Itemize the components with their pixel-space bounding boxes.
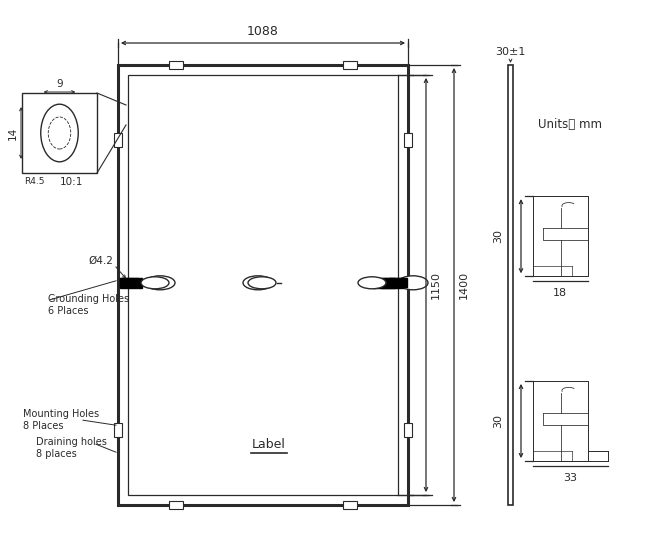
Text: Label: Label bbox=[252, 438, 286, 451]
Bar bbox=[22, 93, 97, 173]
Bar bbox=[169, 501, 183, 509]
Bar bbox=[169, 61, 183, 69]
Bar bbox=[114, 423, 122, 437]
Bar bbox=[381, 278, 403, 288]
Text: 30: 30 bbox=[493, 229, 503, 243]
Ellipse shape bbox=[358, 277, 386, 289]
Text: 9: 9 bbox=[56, 79, 63, 89]
Text: 30: 30 bbox=[493, 414, 503, 428]
Bar bbox=[404, 133, 412, 147]
Bar bbox=[120, 278, 142, 288]
Text: 1150: 1150 bbox=[431, 271, 441, 299]
Ellipse shape bbox=[398, 276, 428, 290]
Text: 18: 18 bbox=[553, 288, 567, 298]
Text: Draining holes
8 places: Draining holes 8 places bbox=[36, 437, 107, 459]
Text: 30±1: 30±1 bbox=[495, 47, 526, 57]
Bar bbox=[120, 278, 138, 288]
Text: R4.5: R4.5 bbox=[24, 177, 45, 186]
Text: 33: 33 bbox=[563, 473, 577, 483]
Bar bbox=[508, 65, 513, 505]
Bar bbox=[114, 133, 122, 147]
Bar bbox=[128, 75, 398, 495]
Text: 14: 14 bbox=[8, 127, 18, 139]
Ellipse shape bbox=[141, 277, 169, 289]
Ellipse shape bbox=[243, 276, 273, 290]
Bar bbox=[404, 423, 412, 437]
Bar bbox=[389, 278, 407, 288]
Text: 1400: 1400 bbox=[459, 271, 469, 299]
Text: 10:1: 10:1 bbox=[59, 177, 83, 187]
Bar bbox=[343, 61, 357, 69]
Text: Units： mm: Units： mm bbox=[538, 118, 602, 132]
Bar bbox=[118, 65, 408, 505]
Circle shape bbox=[269, 280, 275, 286]
Bar bbox=[373, 278, 395, 288]
Bar bbox=[343, 501, 357, 509]
Ellipse shape bbox=[145, 276, 175, 290]
Text: 1088: 1088 bbox=[247, 25, 279, 38]
Ellipse shape bbox=[248, 277, 276, 289]
Text: Ø4.2: Ø4.2 bbox=[88, 256, 113, 266]
Ellipse shape bbox=[41, 104, 78, 162]
Text: Grounding Holes
6 Places: Grounding Holes 6 Places bbox=[48, 294, 129, 316]
Text: Mounting Holes
8 Places: Mounting Holes 8 Places bbox=[23, 409, 99, 431]
